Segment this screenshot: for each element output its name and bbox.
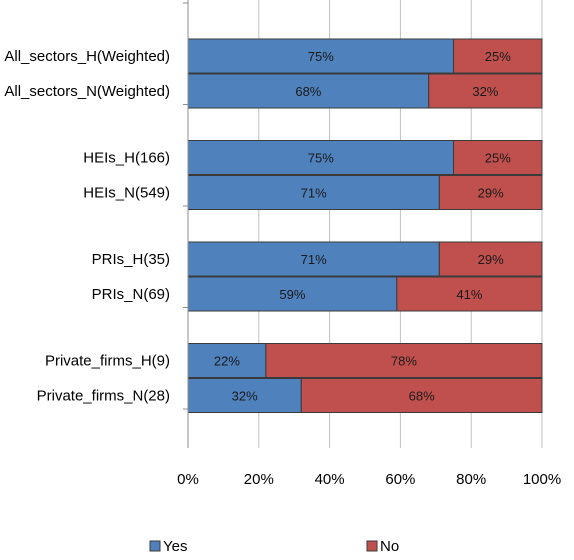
legend-label-yes: Yes [163,538,187,555]
data-label: 29% [478,186,504,201]
bar-segment-no [453,38,543,74]
bar-segment-no [300,378,543,413]
legend-label-no: No [380,538,399,555]
data-labels: 75% 25% 68% 32% 75% 25% 71% 29% 71% 29% 59% 41% 22% 7… [214,49,511,404]
data-label: 29% [478,252,504,267]
bar-segment-yes [187,38,454,74]
legend-swatch-yes [149,540,161,552]
x-tick-label: 40% [315,471,345,488]
data-label: 68% [295,84,321,99]
bar-segment-no [438,175,543,210]
x-tick-label: 100% [523,471,561,488]
category-label: HEIs_H(166) [83,150,170,167]
data-label: 68% [409,389,435,404]
bar-segment-no [265,343,543,378]
category-label: PRIs_N(69) [92,286,170,303]
data-label: 59% [279,287,305,302]
category-label: HEIs_N(549) [83,185,170,202]
category-label: All_sectors_H(Weighted) [4,48,170,65]
category-label: All_sectors_N(Weighted) [4,83,170,100]
bar-segment-no [396,276,543,312]
data-label: 32% [472,84,498,99]
category-label: Private_firms_N(28) [37,388,170,405]
legend: Yes No [149,538,399,555]
bar-segment-no [428,73,543,109]
bars [187,38,543,413]
data-label: 78% [391,354,417,369]
category-label: Private_firms_H(9) [45,353,170,370]
bar-segment-no [453,140,543,175]
bar-segment-no [438,241,543,277]
data-label: 25% [485,151,511,166]
bar-segment-yes [187,175,440,210]
bar-segment-yes [187,343,267,378]
bar-segment-yes [187,276,398,312]
data-label: 75% [308,49,334,64]
bar-segment-yes [187,140,454,175]
data-label: 22% [214,354,240,369]
bar-segment-yes [187,241,440,277]
x-tick-label: 0% [177,471,199,488]
legend-swatch-no [366,540,378,552]
x-tick-label: 20% [244,471,274,488]
data-label: 32% [232,389,258,404]
data-label: 75% [308,151,334,166]
data-label: 71% [301,252,327,267]
data-label: 25% [485,49,511,64]
x-tick-label: 80% [456,471,486,488]
data-label: 41% [456,287,482,302]
data-label: 71% [301,186,327,201]
x-tick-label: 60% [385,471,415,488]
axes: All_sectors_H(Weighted) All_sectors_N(Wei… [4,0,561,488]
category-label: PRIs_H(35) [92,251,170,268]
